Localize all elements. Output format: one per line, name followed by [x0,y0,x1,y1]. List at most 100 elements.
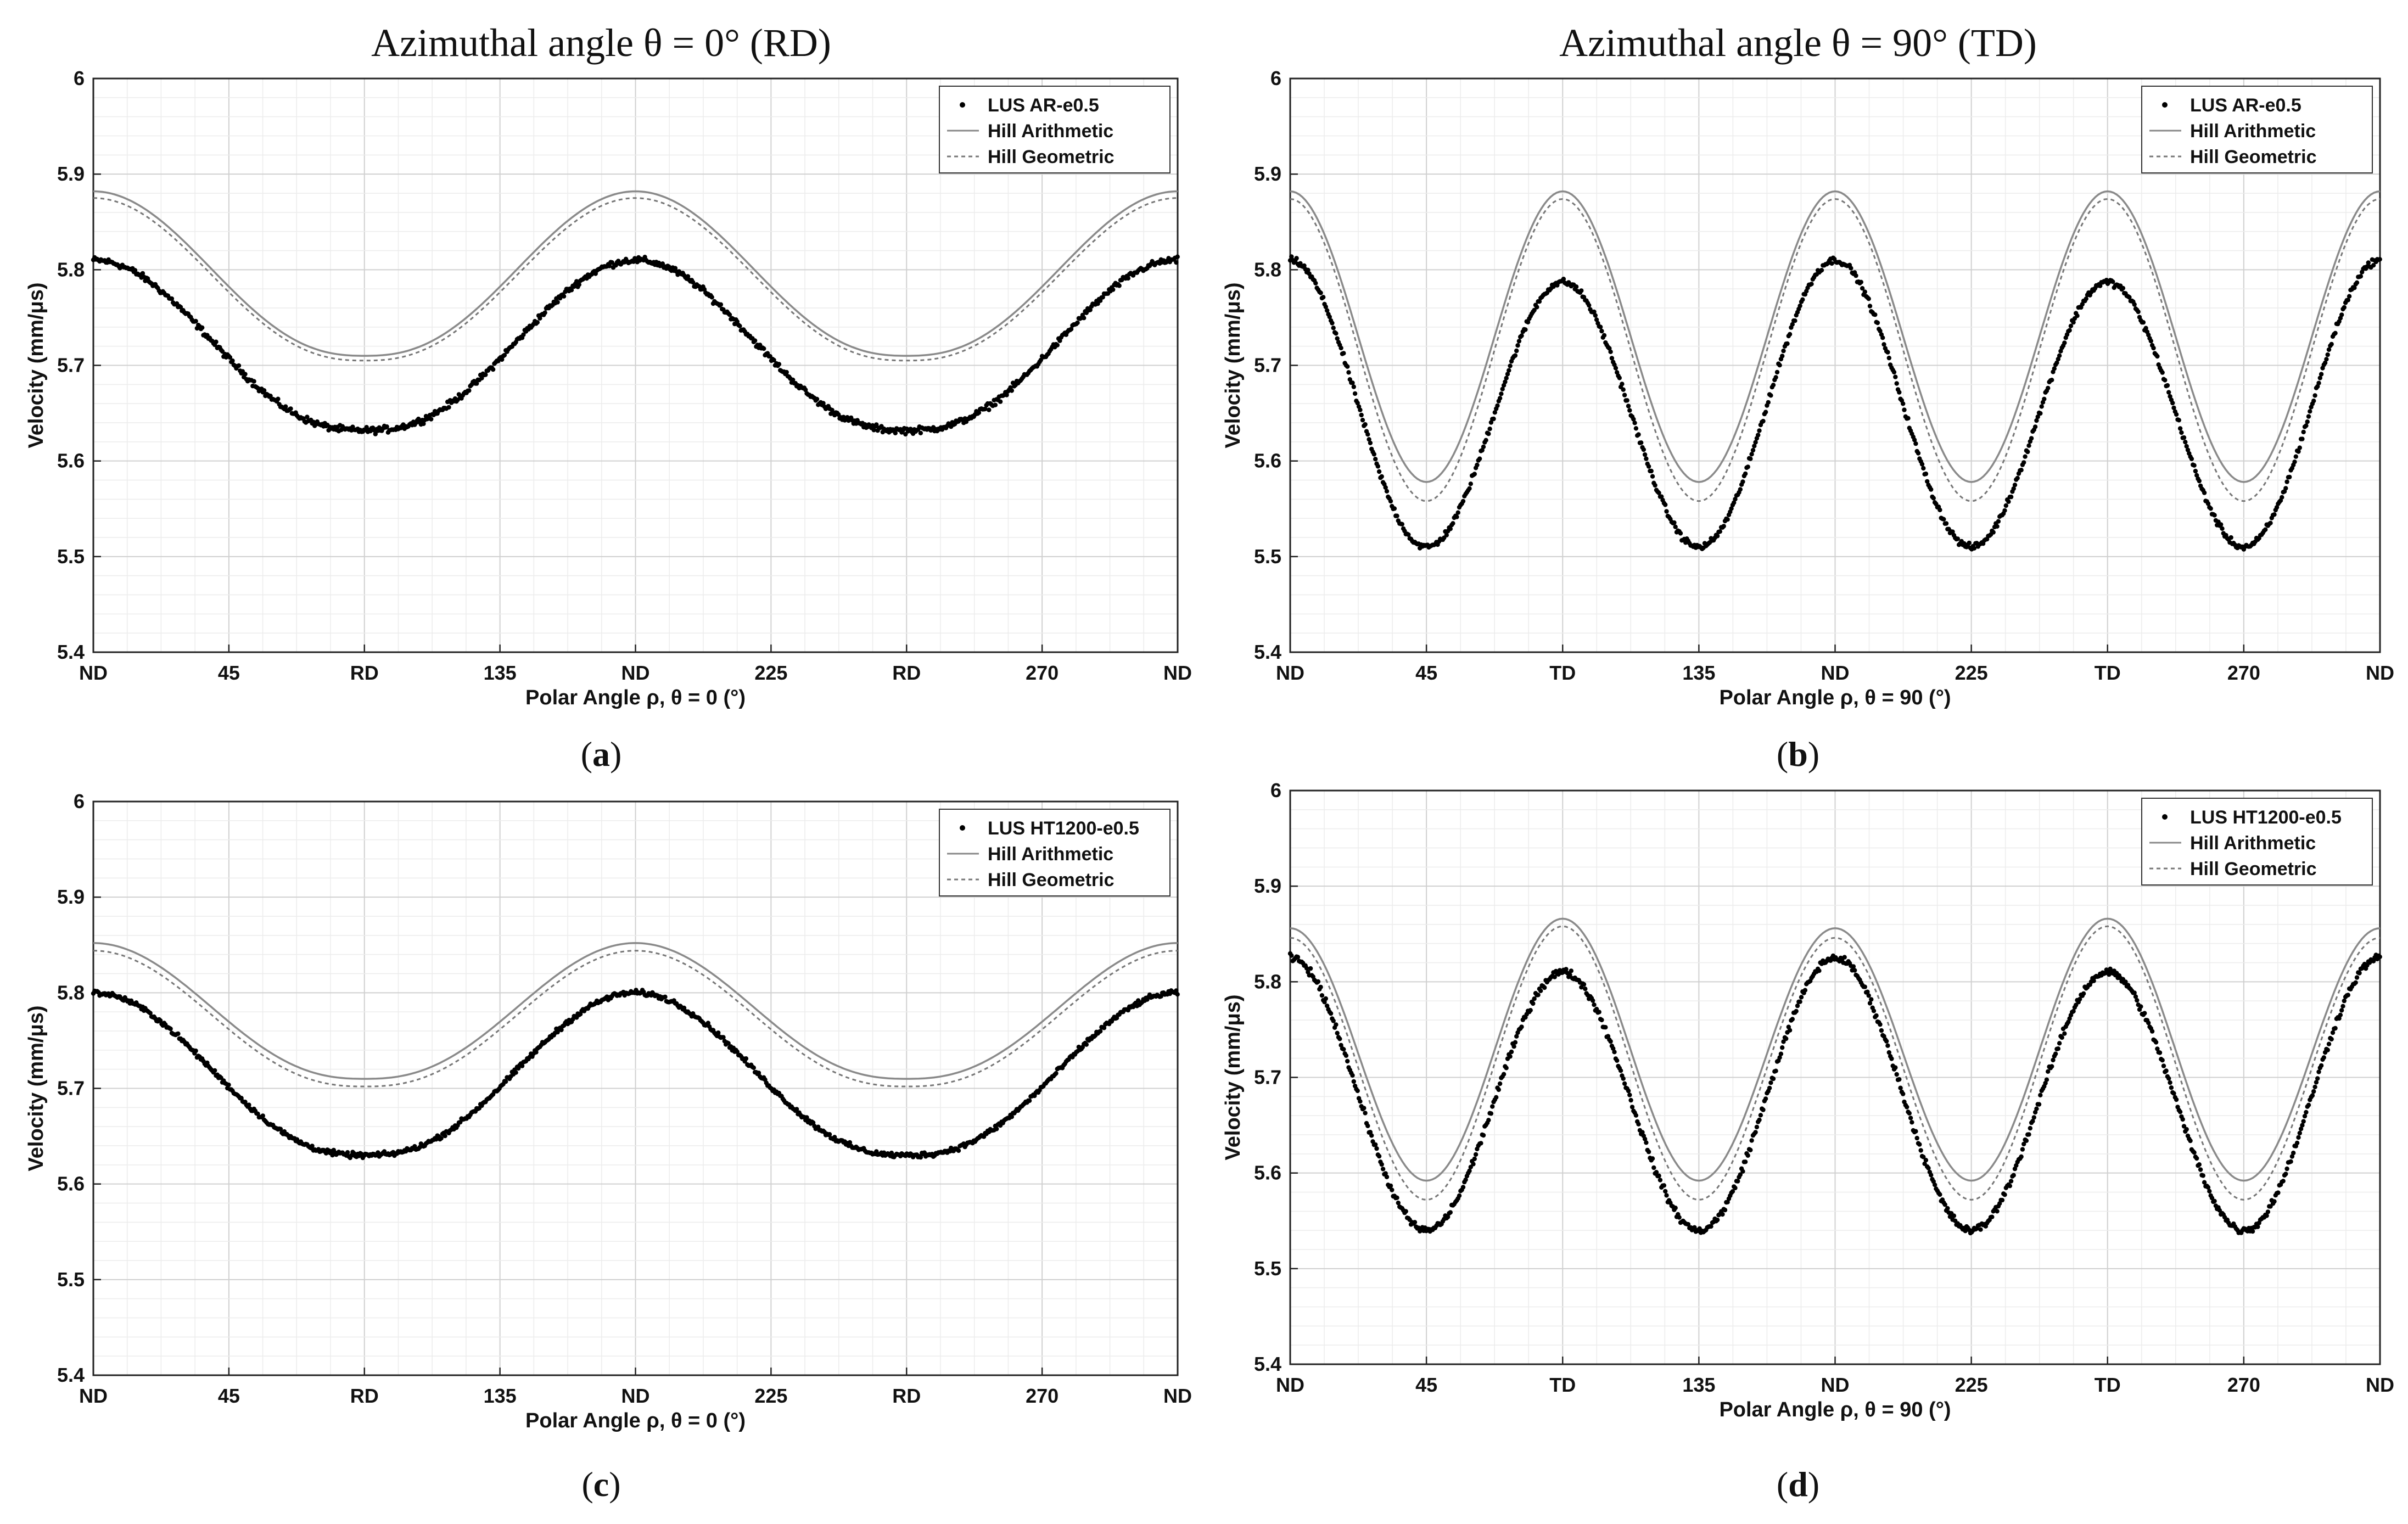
data-point [1383,1171,1388,1176]
x-tick-label: ND [2366,662,2394,684]
data-point [1513,353,1518,358]
data-point [1321,295,1326,300]
data-point [255,1111,260,1117]
data-point [2011,1173,2016,1178]
data-point [2019,468,2024,473]
x-tick-label: ND [621,1385,650,1407]
data-point [2029,436,2034,441]
data-point [956,1148,961,1153]
data-point [1738,487,1743,492]
data-point [2358,274,2364,279]
data-point [288,406,293,411]
data-point [1842,955,1847,960]
data-point [305,414,310,419]
data-point [2310,1093,2315,1098]
data-point [1860,286,1865,291]
data-point [1027,1098,1032,1103]
x-tick-label: RD [350,662,379,684]
data-point [2036,1102,2042,1107]
data-point [1514,1034,1519,1039]
data-point [1768,1080,1773,1085]
data-point [373,432,378,436]
data-point [2302,1113,2308,1119]
data-point [2136,309,2141,315]
data-point [2068,323,2074,328]
data-point [1325,308,1330,313]
data-point [2342,305,2347,310]
y-tick-label: 5.8 [1254,970,1281,993]
data-point [1525,320,1531,324]
data-point [310,1144,315,1148]
data-point [1874,1013,1879,1018]
data-point [2157,1050,2163,1055]
data-point [1376,1153,1382,1159]
data-point [2357,971,2362,976]
series-line-hill-geometric [93,197,1178,362]
data-point [1766,400,1771,405]
chart-panel-b: 5.4 5.5 5.6 5.7 5.8 5.9 6 ND 45 TD 135 ND 225 TD 270 ND… [1222,67,2394,774]
data-point [1597,1010,1601,1015]
data-point [994,1127,999,1131]
data-point [1306,267,1311,272]
data-point [1748,1147,1753,1152]
data-point [1932,1183,1937,1187]
data-point [576,282,582,287]
x-tick-label: ND [1276,662,1304,684]
data-point [2197,1162,2202,1167]
data-point [1761,418,1766,424]
data-point [1446,1214,1451,1219]
data-point [1075,320,1080,326]
data-point [2183,440,2188,445]
data-point [214,339,219,344]
data-point [1729,506,1734,511]
data-point [1467,1168,1472,1173]
data-point [2207,1189,2212,1194]
data-point [268,394,273,399]
data-point [2280,495,2284,500]
data-point [2255,1224,2260,1229]
data-point [2319,372,2324,377]
data-point [1867,1001,1873,1006]
y-axis-label: Velocity (mm/μs) [25,1005,48,1171]
data-point [1325,1004,1330,1008]
data-point [1497,1081,1503,1086]
data-point [2212,513,2217,518]
data-point [761,346,766,351]
legend: LUS HT1200-e0.5 Hill Arithmetic Hill Geome… [2141,798,2373,886]
data-point [743,1056,749,1061]
data-point [2304,423,2309,428]
data-point [1620,382,1625,386]
data-point [1644,1140,1649,1145]
x-tick-label: 135 [1682,662,1715,684]
y-tick-label: 6 [74,790,85,813]
data-point [1412,1220,1418,1225]
data-point [2292,460,2297,464]
data-point [1607,346,1612,351]
data-point [1725,517,1730,522]
data-point [2000,1197,2005,1203]
data-point [1501,1072,1507,1077]
data-point [1942,1202,1947,1207]
data-point [1753,440,1758,445]
data-point [1392,506,1397,511]
data-point [1950,529,1955,534]
data-point [2193,468,2198,474]
data-point [559,1027,564,1033]
data-point [756,1071,761,1075]
data-point [1486,432,1491,436]
data-point [1174,260,1179,265]
data-point [2020,1147,2025,1152]
data-point [2030,1119,2035,1124]
x-tick-label: TD [1549,1374,1576,1396]
data-point [1663,502,1668,507]
data-point [1881,342,1886,347]
data-point [889,1150,894,1156]
data-point [2342,998,2347,1004]
data-point [1642,452,1648,457]
data-point [1598,324,1603,329]
data-point [1369,1133,1374,1138]
data-point [1374,1146,1379,1151]
data-point [752,338,758,343]
legend-label: Hill Arithmetic [988,844,1113,865]
